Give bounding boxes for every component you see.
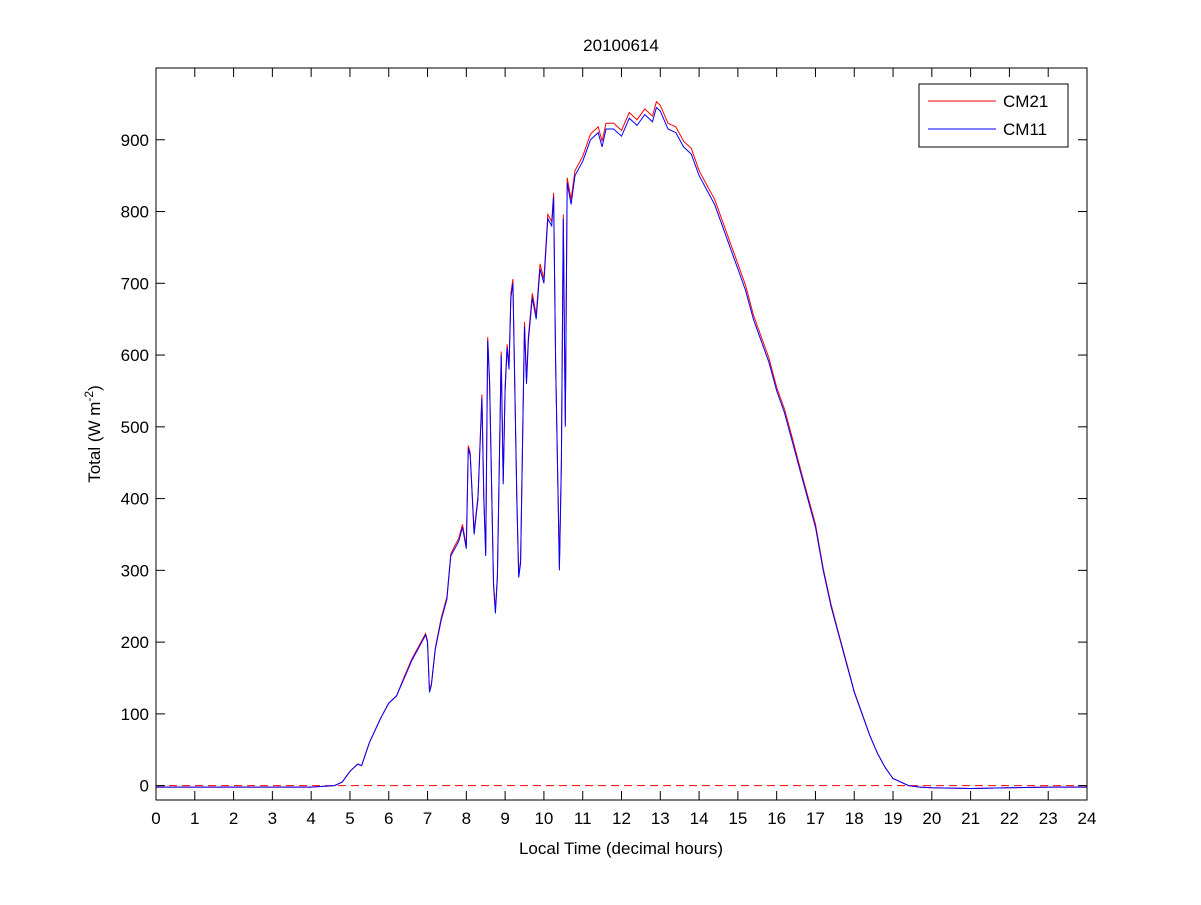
y-tick-label: 0 [140,777,149,796]
legend: CM21 CM11 [918,83,1069,148]
y-tick-label: 100 [121,705,149,724]
x-tick-label: 1 [190,809,199,828]
x-tick-label: 10 [534,809,553,828]
legend-label-cm11: CM11 [1003,120,1047,139]
legend-box [918,83,1069,148]
series-line-cm11 [156,106,1087,790]
x-tick-label: 6 [384,809,393,828]
axes-box [155,67,1088,801]
x-tick-label: 21 [961,809,980,828]
y-tick-label: 600 [121,346,149,365]
x-tick-label: 3 [268,809,277,828]
x-axis-label: Local Time (decimal hours) [519,839,723,858]
y-axis-label-close: ) [85,385,104,391]
x-tick-label: 4 [306,809,315,828]
x-tick-label: 8 [462,809,471,828]
y-tick-label: 800 [121,203,149,222]
x-tick-label: 19 [884,809,903,828]
x-tick-label: 23 [1039,809,1058,828]
x-tick-label: 11 [574,809,592,828]
x-tick-label: 12 [612,809,631,828]
plot-area [156,68,1087,800]
x-tick-label: 14 [690,809,709,828]
y-tick-label: 900 [121,131,149,150]
x-tick-label: 5 [345,809,354,828]
x-tick-label: 17 [806,809,825,828]
y-tick-label: 200 [121,633,149,652]
x-tick-label: 13 [651,809,670,828]
y-axis-label-exponent: -2 [82,391,96,402]
x-tick-label: 9 [500,809,509,828]
x-tick-label: 18 [845,809,864,828]
x-tick-label: 0 [151,809,160,828]
legend-label-cm21: CM21 [1003,92,1048,111]
x-tick-label: 24 [1078,809,1097,828]
x-tick-label: 22 [1000,809,1019,828]
ticks-layer: 0 1 2 3 4 5 6 7 8 9 10 11 12 13 14 15 16 17 18 19 20 21 22 23 24… [121,68,1097,828]
x-tick-label: 2 [229,809,238,828]
x-tick-label: 16 [767,809,786,828]
x-tick-label: 20 [922,809,941,828]
chart-title: 20100614 [583,36,659,55]
x-tick-label: 7 [423,809,432,828]
y-tick-label: 400 [121,490,149,509]
y-axis-label: Total (W m-2) [82,385,104,483]
y-tick-label: 700 [121,274,149,293]
y-tick-label: 300 [121,561,149,580]
series-layer [156,100,1087,790]
x-tick-label: 15 [728,809,747,828]
y-axis-label-main: Total (W m [85,402,104,483]
y-tick-label: 500 [121,418,149,437]
